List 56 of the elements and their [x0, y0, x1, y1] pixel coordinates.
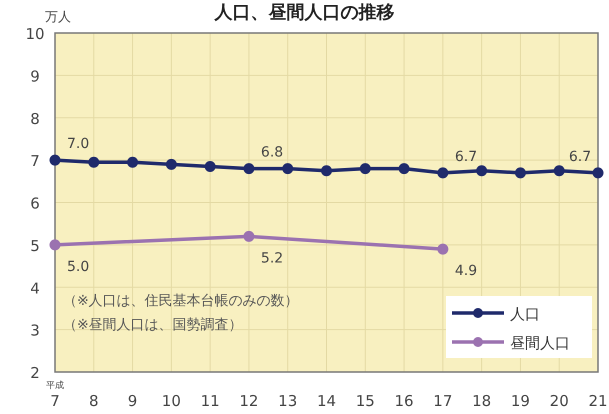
x-tick-label: 14: [316, 392, 336, 410]
x-tick-label: 10: [162, 392, 181, 410]
y-tick-label: 8: [30, 110, 40, 128]
point: [50, 154, 60, 166]
point: [437, 244, 448, 255]
y-tick-label: 3: [30, 322, 40, 340]
data-label: 7.0: [67, 136, 90, 152]
data-label: 6.8: [260, 144, 284, 161]
data-label: 4.9: [454, 263, 478, 280]
x-tick-label: 12: [239, 392, 258, 410]
point: [50, 239, 60, 250]
x-tick-label: 13: [278, 392, 298, 410]
point: [360, 163, 371, 174]
x-axis-title: 平成: [46, 380, 64, 391]
x-tick-label: 16: [394, 392, 414, 410]
legend-label: 昼間人口: [510, 334, 570, 352]
point: [554, 165, 565, 176]
point: [514, 167, 526, 178]
x-tick-label: 21: [588, 392, 608, 410]
point: [243, 230, 254, 242]
annotation: （※人口は、住民基本台帳のみの数）: [63, 293, 299, 309]
y-tick-label: 5: [30, 236, 40, 255]
point: [476, 165, 488, 176]
x-tick-label: 17: [433, 392, 452, 410]
y-axis-title: 万人: [45, 10, 71, 25]
data-label: 6.7: [454, 148, 478, 165]
point: [88, 156, 100, 168]
point: [204, 160, 216, 172]
point: [243, 163, 254, 174]
y-tick-label: 6: [30, 194, 40, 212]
y-tick-label: 4: [30, 279, 40, 298]
data-label: 6.7: [568, 148, 592, 165]
x-tick-label: 11: [200, 392, 220, 410]
x-tick-label: 20: [550, 392, 569, 410]
x-tick-label: 15: [356, 392, 375, 410]
point: [398, 163, 410, 174]
point: [166, 158, 177, 170]
chart-title: 人口、昼間人口の推移: [214, 2, 394, 23]
point: [282, 163, 294, 174]
x-tick-label: 7: [50, 392, 60, 410]
point: [437, 167, 448, 178]
x-tick-label: 9: [128, 392, 138, 410]
y-tick-label: 2: [30, 364, 40, 382]
y-tick-label: 9: [30, 67, 40, 86]
point: [127, 156, 138, 168]
data-label: 5.2: [260, 250, 284, 266]
point: [321, 165, 332, 176]
x-tick-label: 18: [472, 392, 492, 410]
annotation: （※昼間人口は、国勢調査）: [63, 317, 243, 333]
x-tick-label: 8: [89, 392, 99, 410]
y-tick-label: 10: [25, 25, 45, 43]
legend-label: 人口: [510, 305, 540, 323]
y-tick-label: 7: [30, 152, 40, 170]
x-tick-label: 19: [510, 392, 530, 410]
point: [592, 167, 604, 178]
data-label: 5.0: [67, 258, 90, 275]
